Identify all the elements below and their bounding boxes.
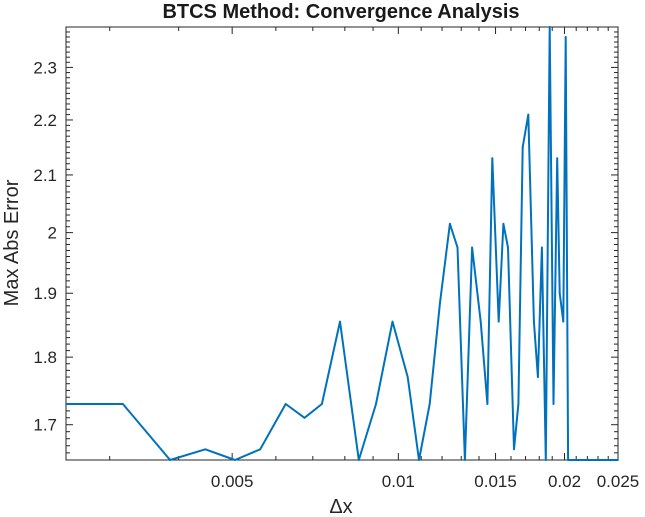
data-point xyxy=(169,459,172,461)
data-point xyxy=(204,448,207,451)
data-point xyxy=(599,459,601,461)
data-point xyxy=(517,403,520,405)
data-point xyxy=(464,459,466,461)
data-point xyxy=(574,459,576,461)
data-point xyxy=(502,222,505,225)
data-point xyxy=(562,320,565,323)
data-point xyxy=(521,146,524,149)
data-point xyxy=(259,448,262,451)
y-axis-label: Max Abs Error xyxy=(1,179,23,306)
x-tick-label: 0.01 xyxy=(382,472,415,491)
plot-area xyxy=(65,26,619,461)
data-point xyxy=(558,292,561,295)
chart-title: BTCS Method: Convergence Analysis xyxy=(162,1,519,23)
data-point xyxy=(513,448,515,451)
data-point xyxy=(602,459,605,461)
x-tick-label: 0.005 xyxy=(211,472,254,491)
data-point xyxy=(428,403,431,405)
data-point xyxy=(391,320,394,323)
data-point xyxy=(65,403,67,405)
data-point xyxy=(439,301,441,304)
data-point xyxy=(605,459,608,461)
data-point xyxy=(613,459,615,461)
data-point xyxy=(541,246,543,249)
data-point xyxy=(491,157,494,160)
data-point xyxy=(357,459,360,461)
data-point xyxy=(406,376,409,378)
data-point xyxy=(497,320,500,323)
data-point xyxy=(617,459,619,461)
series-points xyxy=(65,26,619,461)
data-point xyxy=(556,157,559,160)
y-tick-label: 1.7 xyxy=(33,416,57,435)
x-tick-label: 0.02 xyxy=(548,472,581,491)
data-point xyxy=(592,459,595,461)
x-tick-label: 0.025 xyxy=(597,472,640,491)
data-point xyxy=(507,246,509,249)
data-point xyxy=(122,403,124,405)
data-point xyxy=(596,459,598,461)
data-point xyxy=(449,222,451,225)
y-tick-label: 2.1 xyxy=(33,166,57,185)
data-point xyxy=(548,26,551,28)
data-point xyxy=(479,320,482,323)
data-point xyxy=(234,459,236,461)
data-point xyxy=(589,459,592,461)
data-point xyxy=(552,403,555,405)
y-tick-label: 2.2 xyxy=(33,111,57,130)
data-point xyxy=(456,246,459,249)
data-point xyxy=(571,459,574,461)
x-tick-labels: 0.005 0.01 0.015 0.02 0.025 xyxy=(211,472,639,491)
y-tick-label: 1.8 xyxy=(33,348,57,367)
data-point xyxy=(537,376,539,378)
data-point xyxy=(471,246,473,249)
data-point xyxy=(580,459,583,461)
data-point xyxy=(533,320,535,323)
series-line xyxy=(66,26,618,461)
data-point xyxy=(321,403,323,405)
data-point xyxy=(527,113,530,116)
x-axis-label: Δx xyxy=(329,496,352,517)
y-tick-label: 2.3 xyxy=(33,58,57,77)
data-point xyxy=(284,403,287,405)
data-point xyxy=(564,36,567,38)
data-point xyxy=(339,320,341,323)
data-point xyxy=(418,459,420,461)
data-point xyxy=(577,459,580,461)
y-tick-labels: 1.7 1.8 1.9 2 2.1 2.2 2.3 xyxy=(33,58,57,434)
data-point xyxy=(375,403,377,405)
data-point xyxy=(587,459,590,461)
y-tick-label: 1.9 xyxy=(33,284,57,303)
data-point xyxy=(567,459,569,461)
x-tick-label: 0.015 xyxy=(474,472,517,491)
data-point xyxy=(544,459,547,461)
data-point xyxy=(303,416,306,419)
y-tick-label: 2 xyxy=(48,224,57,243)
data-point xyxy=(609,459,612,461)
data-point xyxy=(584,459,587,461)
data-point xyxy=(486,403,489,405)
data-point xyxy=(569,459,572,461)
